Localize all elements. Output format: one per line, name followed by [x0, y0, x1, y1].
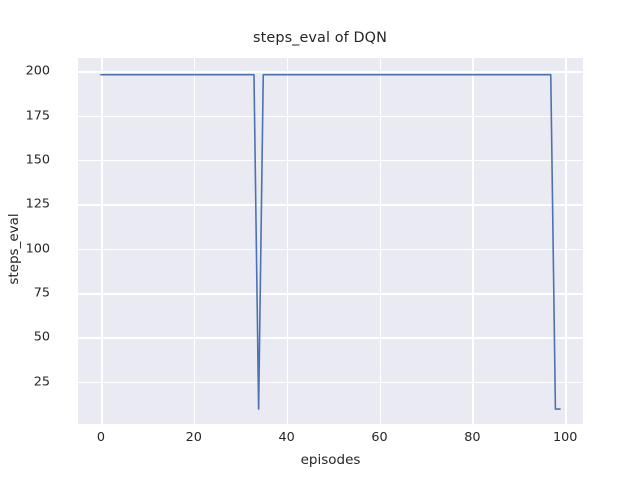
xtick-label-60: 60 [371, 430, 388, 445]
data-line-svg [100, 73, 561, 410]
series-line-steps-eval [100, 73, 561, 410]
ytick-label-100: 100 [25, 241, 50, 257]
gridline-x-100 [565, 58, 567, 424]
gridline-y-125 [78, 204, 583, 206]
gridline-x-0 [100, 58, 103, 424]
ytick-label-50: 50 [33, 329, 50, 345]
gridline-x-60 [379, 58, 382, 424]
gridline-x-80 [472, 58, 474, 424]
xtick-label-100: 100 [552, 430, 578, 445]
ytick-label-200: 200 [25, 63, 50, 79]
y-axis-label: steps_eval [6, 213, 22, 285]
gridline-y-175 [78, 115, 583, 118]
gridline-y-75 [78, 293, 583, 295]
gridline-y-150 [78, 159, 583, 162]
gridline-y-50 [78, 337, 583, 339]
gridline-y-200 [78, 71, 583, 73]
xtick-label-80: 80 [464, 430, 481, 445]
plot-axes-area [78, 58, 583, 424]
gridline-y-100 [78, 248, 583, 251]
ytick-label-125: 125 [25, 196, 50, 212]
gridline-y-25 [78, 381, 583, 384]
ytick-label-25: 25 [33, 374, 50, 390]
chart-title: steps_eval of DQN [253, 30, 387, 46]
ytick-label-75: 75 [33, 285, 50, 301]
gridline-x-40 [286, 58, 289, 424]
ytick-label-175: 175 [25, 108, 50, 123]
xtick-label-20: 20 [185, 430, 202, 445]
xtick-label-0: 0 [96, 430, 106, 445]
ytick-label-150: 150 [25, 152, 50, 168]
gridline-x-20 [193, 58, 196, 424]
xtick-label-40: 40 [278, 430, 295, 445]
x-axis-label: episodes [300, 452, 361, 468]
